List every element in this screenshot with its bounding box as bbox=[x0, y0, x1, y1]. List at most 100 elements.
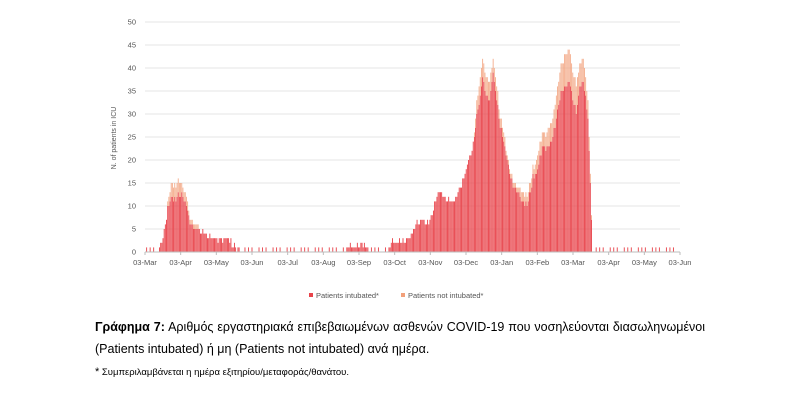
bar-intubated bbox=[574, 104, 576, 252]
bar-intubated bbox=[595, 247, 597, 252]
bar-intubated bbox=[553, 127, 555, 252]
bar-intubated bbox=[448, 196, 450, 252]
bar-intubated bbox=[162, 238, 164, 252]
bar-not-intubated bbox=[498, 109, 500, 119]
bar-intubated bbox=[185, 206, 187, 252]
bar-not-intubated bbox=[582, 58, 584, 82]
bar-intubated bbox=[506, 160, 508, 252]
bar-intubated bbox=[443, 196, 445, 252]
bar-intubated bbox=[400, 242, 402, 252]
bar-intubated bbox=[576, 104, 578, 252]
bar-intubated bbox=[347, 247, 349, 252]
bar-not-intubated bbox=[551, 123, 553, 142]
bar-intubated bbox=[390, 242, 392, 252]
bar-not-intubated bbox=[475, 118, 477, 128]
bar-not-intubated bbox=[586, 91, 588, 110]
bar-intubated bbox=[558, 104, 560, 252]
bar-intubated bbox=[513, 187, 515, 252]
bar-intubated bbox=[435, 201, 437, 252]
bar-not-intubated bbox=[547, 127, 549, 147]
bar-intubated bbox=[300, 247, 302, 252]
bar-not-intubated bbox=[510, 173, 512, 179]
bar-intubated bbox=[572, 100, 574, 252]
bar-intubated bbox=[485, 95, 487, 252]
bar-not-intubated bbox=[185, 196, 187, 206]
bar-not-intubated bbox=[552, 118, 554, 137]
bar-intubated bbox=[540, 155, 542, 252]
bar-intubated bbox=[180, 196, 182, 252]
bar-intubated bbox=[580, 86, 582, 253]
y-tick-label: 50 bbox=[128, 18, 136, 27]
bar-not-intubated bbox=[567, 49, 569, 82]
x-tick-labels: 03-Mar 03-Apr 03-May 03-Jun 03-Jul 03-Aug 03-S… bbox=[133, 252, 691, 267]
bar-intubated bbox=[491, 81, 493, 252]
bar-intubated bbox=[415, 224, 417, 252]
bar-not-intubated bbox=[521, 192, 523, 202]
bar-intubated bbox=[644, 247, 646, 252]
x-tick-label: 03-May bbox=[204, 258, 229, 267]
bar-intubated bbox=[321, 247, 323, 252]
bar-intubated bbox=[396, 242, 398, 252]
bar-not-intubated bbox=[568, 49, 570, 82]
bar-intubated bbox=[189, 224, 191, 252]
bar-intubated bbox=[528, 192, 530, 252]
bar-intubated bbox=[565, 86, 567, 253]
bar-intubated bbox=[499, 127, 501, 252]
bar-intubated bbox=[571, 91, 573, 252]
bar-not-intubated bbox=[168, 196, 170, 206]
bar-not-intubated bbox=[183, 192, 185, 202]
bar-not-intubated bbox=[489, 81, 491, 101]
bar-not-intubated bbox=[539, 141, 541, 156]
bar-intubated bbox=[497, 104, 499, 252]
footnote-mark: * bbox=[95, 366, 100, 378]
bar-intubated bbox=[168, 206, 170, 252]
bar-intubated bbox=[363, 242, 365, 252]
bar-intubated bbox=[470, 155, 472, 252]
bar-intubated bbox=[192, 229, 194, 252]
bar-intubated bbox=[314, 247, 316, 252]
bar-intubated bbox=[377, 247, 379, 252]
bar-intubated bbox=[197, 229, 199, 252]
bar-intubated bbox=[493, 81, 495, 252]
bar-not-intubated bbox=[482, 58, 484, 78]
bar-not-intubated bbox=[167, 201, 169, 206]
bar-intubated bbox=[318, 247, 320, 252]
bar-intubated bbox=[188, 215, 190, 252]
bar-intubated bbox=[536, 173, 537, 252]
bar-intubated bbox=[545, 150, 547, 252]
bar-intubated bbox=[177, 192, 179, 252]
bar-intubated bbox=[517, 192, 519, 252]
bar-not-intubated bbox=[565, 54, 567, 87]
bar-not-intubated bbox=[195, 224, 197, 229]
x-tick-label: 03-Jan bbox=[490, 258, 513, 267]
bar-not-intubated bbox=[578, 72, 580, 96]
bar-intubated bbox=[449, 201, 451, 252]
bar-intubated bbox=[627, 247, 629, 252]
bar-intubated bbox=[200, 233, 201, 252]
bar-not-intubated bbox=[190, 219, 192, 225]
bar-intubated bbox=[465, 169, 467, 252]
bar-intubated bbox=[388, 247, 390, 252]
bar-intubated bbox=[520, 201, 522, 252]
bar-not-intubated bbox=[196, 224, 198, 229]
bar-not-intubated bbox=[496, 86, 498, 101]
bar-intubated bbox=[221, 238, 223, 252]
y-tick-label: 0 bbox=[132, 248, 136, 257]
bars bbox=[146, 49, 674, 253]
bar-not-intubated bbox=[576, 77, 578, 105]
bar-intubated bbox=[417, 224, 419, 252]
bar-not-intubated bbox=[569, 54, 571, 87]
bar-intubated bbox=[195, 229, 197, 252]
bar-not-intubated bbox=[525, 192, 527, 202]
bar-intubated bbox=[462, 178, 464, 252]
bar-intubated bbox=[586, 109, 588, 253]
bar-not-intubated bbox=[513, 183, 515, 188]
bar-intubated bbox=[566, 86, 568, 253]
bar-not-intubated bbox=[511, 173, 513, 179]
y-tick-label: 45 bbox=[128, 41, 136, 50]
bar-intubated bbox=[226, 238, 228, 252]
bar-intubated bbox=[484, 91, 486, 252]
bar-intubated bbox=[444, 196, 446, 252]
bar-not-intubated bbox=[585, 77, 587, 96]
